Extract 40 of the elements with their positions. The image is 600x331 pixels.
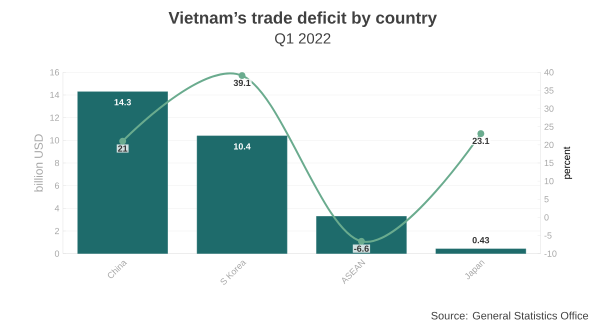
bar: [77, 91, 168, 254]
y-axis-title: billion USD: [34, 134, 43, 192]
y-tick-label: 4: [54, 205, 60, 212]
y2-tick-label: 40: [544, 69, 554, 76]
data-label: 39.1: [234, 80, 250, 86]
y2-tick-label: 15: [544, 160, 554, 166]
y-tick-label: 10: [50, 137, 60, 144]
data-label: 10.4: [234, 143, 251, 150]
y2-tick-label: -10: [544, 250, 557, 257]
data-label: 23.1: [472, 138, 490, 144]
y-tick-label: 0: [54, 250, 60, 257]
point: [477, 130, 484, 138]
data-label: -6.6: [354, 246, 369, 252]
point: [238, 72, 246, 80]
data-label: 0.43: [472, 237, 490, 244]
chart-subtitle: Q1 2022: [275, 33, 330, 46]
y-tick-label: 16: [50, 69, 60, 76]
bar: [316, 216, 407, 254]
point: [119, 138, 126, 145]
y2-tick-label: -5: [544, 232, 552, 239]
y-tick-label: 2: [54, 228, 60, 234]
y-tick-label: 14: [50, 92, 60, 98]
y2-tick-label: 5: [544, 196, 549, 202]
y2-tick-label: 35: [544, 87, 554, 94]
y-tick-label: 8: [54, 160, 60, 166]
source-note: Source: General Statistics Office: [431, 312, 588, 320]
data-label: 21: [118, 145, 128, 152]
bar: [436, 248, 526, 254]
y2-axis-title: percent: [564, 146, 572, 179]
y2-tick-label: 30: [544, 105, 554, 112]
y2-tick-label: 20: [544, 142, 554, 148]
chart-title: Vietnam’s trade deficit by country: [168, 11, 437, 28]
data-label: 14.3: [114, 99, 131, 106]
bar: [196, 136, 288, 254]
y-tick-label: 6: [54, 182, 60, 189]
y-tick-label: 12: [50, 114, 60, 121]
point: [358, 238, 365, 245]
y2-tick-label: 10: [544, 178, 554, 184]
y2-tick-label: 0: [544, 214, 549, 221]
y2-tick-label: 25: [544, 124, 554, 130]
